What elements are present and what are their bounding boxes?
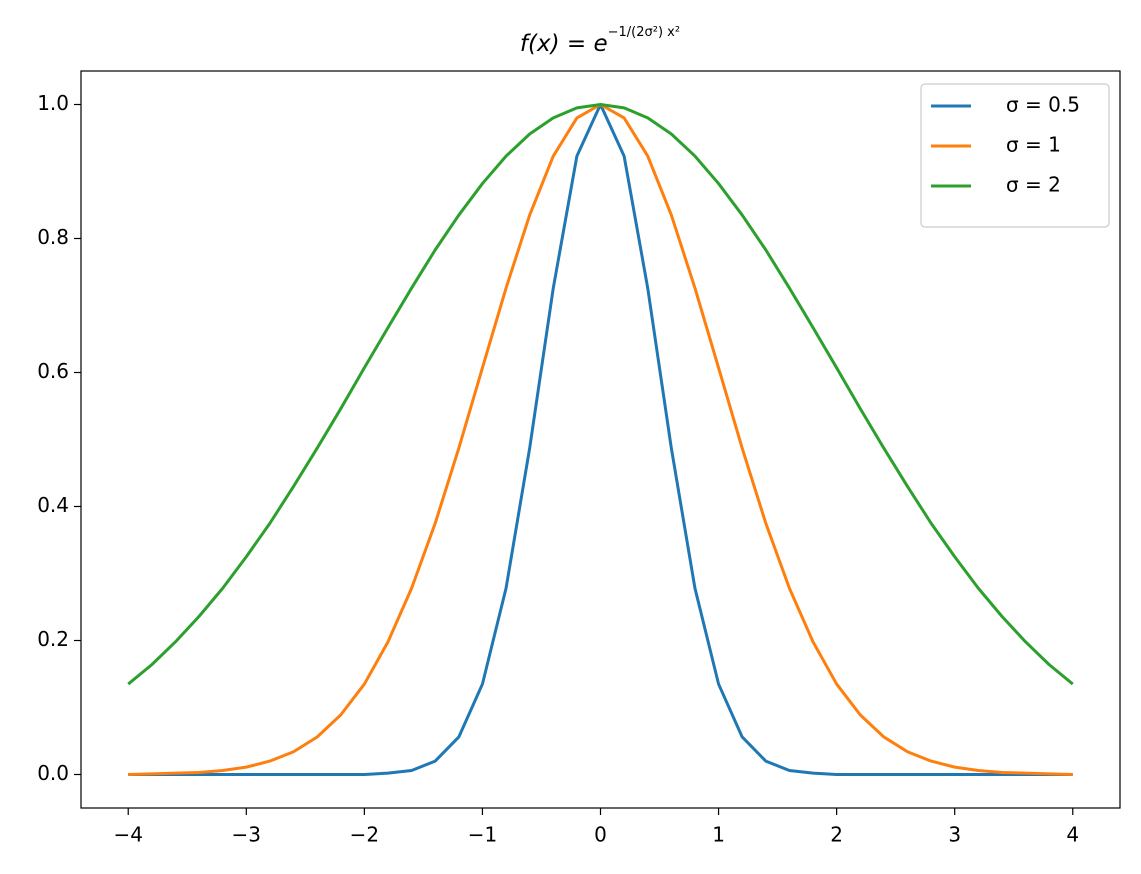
y-tick-label: 0.4 bbox=[37, 493, 69, 517]
x-tick-label: −2 bbox=[350, 823, 379, 847]
y-tick-label: 0.8 bbox=[37, 225, 69, 249]
line-series bbox=[127, 103, 1074, 686]
y-tick-label: 0.2 bbox=[37, 627, 69, 651]
plot-frame bbox=[80, 70, 1121, 809]
y-tick-label: 1.0 bbox=[37, 91, 69, 115]
y-tick-label: 0.6 bbox=[37, 359, 69, 383]
legend-label: σ = 0.5 bbox=[1006, 93, 1080, 117]
legend-label: σ = 2 bbox=[1006, 173, 1061, 197]
chart-title: f(x) = e−1/(2σ²) x² bbox=[520, 25, 680, 57]
x-tick-label: −4 bbox=[113, 823, 142, 847]
y-tick-label: 0.0 bbox=[37, 761, 69, 785]
x-tick-label: −3 bbox=[232, 823, 261, 847]
x-tick-label: 2 bbox=[830, 823, 843, 847]
x-tick-label: 4 bbox=[1066, 823, 1079, 847]
legend-box bbox=[920, 83, 1110, 228]
legend-label: σ = 1 bbox=[1006, 133, 1061, 157]
x-tick-label: 1 bbox=[712, 823, 725, 847]
x-tick-label: 3 bbox=[948, 823, 961, 847]
title-exponent: −1/(2σ²) x² bbox=[608, 25, 680, 40]
x-tick-label: −1 bbox=[468, 823, 497, 847]
title-base: f(x) = e bbox=[520, 31, 608, 57]
x-tick-label: 0 bbox=[594, 823, 607, 847]
